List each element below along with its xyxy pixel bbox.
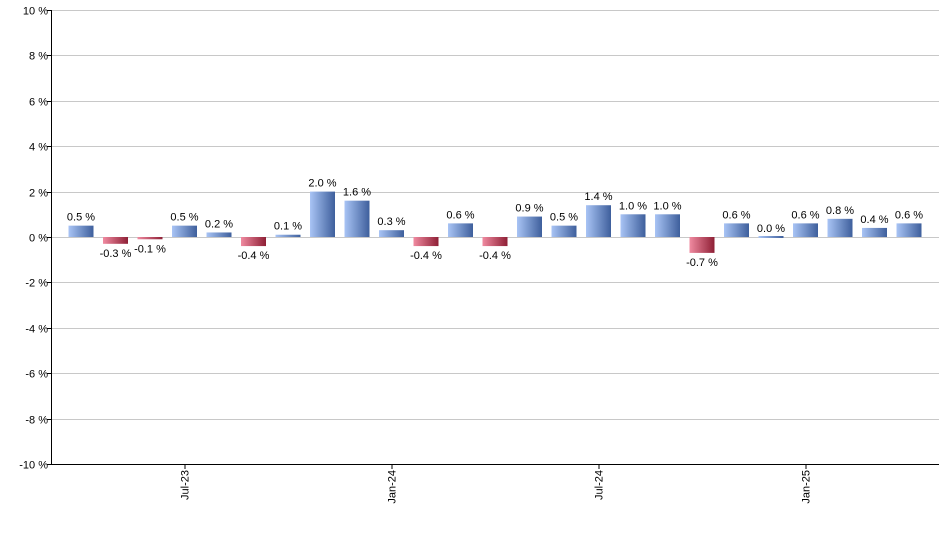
y-tick-label: 8 % (29, 51, 48, 63)
data-label: -0.4 % (238, 250, 270, 262)
bar (827, 218, 853, 237)
y-tick-label: -8 % (25, 415, 48, 427)
bar (206, 232, 232, 237)
data-label: -0.3 % (100, 248, 132, 260)
bar (275, 234, 301, 237)
axes: 10 % 8 % 6 % 4 % 2 % 0 % -2 % -4 % -6 % -8 % -10 %… (19, 6, 939, 504)
x-tick-label: Jan-24 (387, 470, 399, 504)
bar (172, 225, 197, 237)
bar (241, 237, 266, 247)
data-label: 1.0 % (653, 200, 681, 212)
data-label: 0.0 % (757, 223, 785, 235)
bar (137, 237, 163, 240)
bars (68, 191, 922, 253)
data-label: -0.7 % (686, 257, 718, 269)
bar (310, 191, 335, 237)
bar (862, 227, 887, 237)
bar (551, 225, 577, 237)
data-label: -0.1 % (134, 243, 166, 255)
data-label: 0.5 % (170, 212, 198, 224)
bar (758, 236, 784, 238)
data-label: 0.5 % (67, 212, 95, 224)
data-label: 2.0 % (308, 178, 336, 190)
bar (620, 214, 646, 237)
bar (586, 205, 611, 237)
y-tick-label: -2 % (25, 278, 48, 290)
data-label: 0.6 % (895, 209, 923, 221)
data-label: 1.4 % (584, 191, 612, 203)
bar (724, 223, 749, 237)
bar (689, 237, 715, 253)
data-label: 0.6 % (722, 209, 750, 221)
data-label: 0.9 % (515, 203, 543, 215)
data-label: 0.3 % (377, 216, 405, 228)
bar (655, 214, 680, 237)
y-tick-label: 6 % (29, 97, 48, 109)
y-tick-label: 4 % (29, 142, 48, 154)
data-label: 1.6 % (343, 187, 371, 199)
bar (103, 237, 128, 244)
bar (413, 237, 439, 247)
data-labels: 0.5 % -0.3 % -0.1 % 0.5 % 0.2 % -0.4 % 0.1 % 2.… (67, 178, 923, 269)
bar (344, 200, 370, 237)
data-label: 0.6 % (791, 209, 819, 221)
bar (482, 237, 508, 247)
bar (793, 223, 818, 237)
y-tick-label: -10 % (19, 460, 48, 472)
data-label: 0.4 % (860, 214, 888, 226)
data-label: 0.1 % (274, 221, 302, 233)
data-label: 1.0 % (619, 200, 647, 212)
data-label: 0.6 % (446, 209, 474, 221)
bar (68, 225, 94, 237)
bar (379, 230, 404, 237)
bar (448, 223, 473, 237)
y-tick-label: 0 % (29, 233, 48, 245)
y-tick-label: -6 % (25, 369, 48, 381)
bar (517, 216, 542, 237)
x-tick-label: Jan-25 (801, 470, 813, 504)
data-label: 0.2 % (205, 218, 233, 230)
x-tick-label: Jul-24 (594, 470, 606, 500)
y-tick-label: -4 % (25, 324, 48, 336)
y-tick-label: 10 % (23, 6, 48, 18)
data-label: 0.5 % (550, 212, 578, 224)
data-label: -0.4 % (479, 250, 511, 262)
x-tick-label: Jul-23 (180, 470, 192, 500)
bar (896, 223, 922, 237)
data-label: 0.8 % (826, 205, 854, 217)
y-tick-label: 2 % (29, 188, 48, 200)
data-label: -0.4 % (410, 250, 442, 262)
